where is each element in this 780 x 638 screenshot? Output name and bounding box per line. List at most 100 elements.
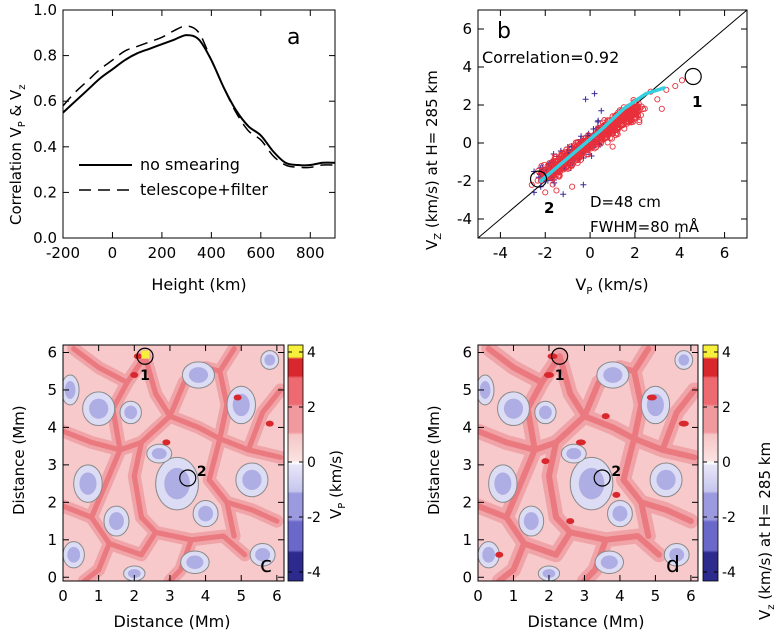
y-tick-label: 1.0 [33, 1, 57, 19]
granule-core [89, 398, 109, 419]
panel-b-plot-area [478, 10, 747, 238]
granule-core [108, 512, 124, 531]
panel-c-xlabel: Distance (Mm) [114, 612, 231, 631]
blue-plus-point [580, 181, 587, 188]
blue-plus-point [598, 107, 605, 114]
blue-plus-point [591, 90, 598, 97]
red-circle-point [553, 187, 560, 194]
granule-core [494, 472, 512, 495]
red-circle-point [621, 112, 628, 119]
legend-no-smearing: no smearing [140, 155, 240, 174]
panel-a-frame [62, 9, 336, 239]
granule-core [127, 569, 141, 579]
lane-core [659, 386, 698, 453]
red-circle-point [607, 134, 614, 141]
x-tick-label: 1 [94, 587, 104, 605]
granule-core [678, 354, 690, 366]
marker-2-label: 2 [611, 464, 621, 480]
colorbar-tick-label: -4 [722, 565, 736, 581]
lane-core [63, 503, 95, 520]
blue-plus-point [594, 118, 601, 125]
colorbar-tick-label: 4 [307, 345, 316, 361]
granule-core [539, 405, 552, 420]
x-tick-label: 400 [197, 244, 226, 262]
x-tick-label: 800 [296, 244, 325, 262]
granule-core [188, 367, 209, 383]
downflow-spot [133, 353, 142, 360]
y-tick-label: 0 [462, 134, 472, 152]
lane-core [217, 346, 237, 442]
marker-1-label: 1 [555, 368, 565, 384]
granule-core [603, 367, 623, 383]
lane-core [81, 540, 112, 581]
granule-core [656, 469, 676, 490]
red-circle-point [541, 170, 548, 177]
y-tick-label: -4 [457, 210, 472, 228]
red-circle-point [542, 189, 549, 196]
lane-core [478, 503, 510, 521]
lane-core [581, 536, 609, 581]
y-tick-label: 0.4 [33, 138, 57, 156]
granule-core [479, 380, 491, 399]
granule-core [151, 448, 167, 460]
x-tick-label: -200 [46, 244, 80, 262]
granule-core [186, 555, 204, 570]
red-circle-point [565, 164, 572, 171]
panel-c-ylabel: Distance (Mm) [10, 405, 28, 515]
red-circle-point [600, 129, 607, 136]
red-circle-point [538, 163, 545, 170]
y-tick-label: 6 [462, 343, 472, 361]
granule-core [255, 548, 271, 562]
red-circle-point [624, 117, 631, 124]
x-tick-label: -2 [538, 244, 553, 262]
colorbar-tick-label: 2 [307, 400, 316, 416]
x-tick-label: 0 [585, 244, 595, 262]
downflow-spots [130, 350, 274, 446]
correlation-text: Correlation=0.92 [482, 48, 619, 67]
point-1-label: 1 [692, 93, 702, 111]
granule-core [503, 398, 524, 419]
marker-1-circle [551, 347, 569, 365]
colorbar-tick-label: 0 [722, 455, 731, 471]
panel-b-ylabel: VZ (km/s) at H= 285 km [423, 70, 444, 250]
red-circle-point [610, 127, 617, 134]
lane-core [503, 446, 574, 558]
y-tick-label: 0 [462, 568, 472, 586]
x-tick-label: 0 [108, 244, 118, 262]
fwhm-text: FWHM=80 mÅ [590, 217, 700, 236]
y-tick-label: 6 [47, 343, 57, 361]
lane-core [224, 499, 237, 539]
downflow-spot [547, 353, 558, 360]
red-circle-point [544, 166, 551, 173]
x-tick-label: 4 [615, 587, 625, 605]
x-tick-label: 6 [686, 587, 696, 605]
panel-b-xlabel: VP (km/s) [575, 275, 648, 297]
downflow-spot [541, 458, 550, 465]
downflow-spot [130, 371, 139, 378]
red-circle-point [641, 105, 648, 112]
granule-core [67, 546, 81, 563]
y-tick-label: 3 [47, 456, 57, 474]
x-tick-label: 2 [130, 587, 140, 605]
granule-core [523, 512, 539, 531]
colorbar-tick-label: 4 [722, 345, 731, 361]
x-tick-label: 2 [544, 587, 554, 605]
y-tick-label: 4 [462, 418, 472, 436]
y-tick-label: 1 [47, 531, 57, 549]
panel-a-plot-area [63, 25, 335, 169]
point-2-label: 2 [544, 199, 554, 217]
red-circle-point [654, 96, 661, 103]
lane-core [88, 447, 159, 558]
panel-a-ylabel: Correlation VP & Vz [7, 84, 28, 225]
x-tick-label: 6 [720, 244, 730, 262]
y-tick-label: 5 [47, 381, 57, 399]
panel-d-colorbar-ticks: 4 2 0 -2 -4 [703, 345, 736, 581]
red-circle-point [636, 119, 643, 126]
downflow-spot [646, 394, 657, 401]
colorbar-tick-label: 2 [722, 400, 731, 416]
x-tick-label: 0 [473, 587, 483, 605]
lane-core [485, 345, 563, 386]
panel-b-frame [477, 9, 748, 239]
